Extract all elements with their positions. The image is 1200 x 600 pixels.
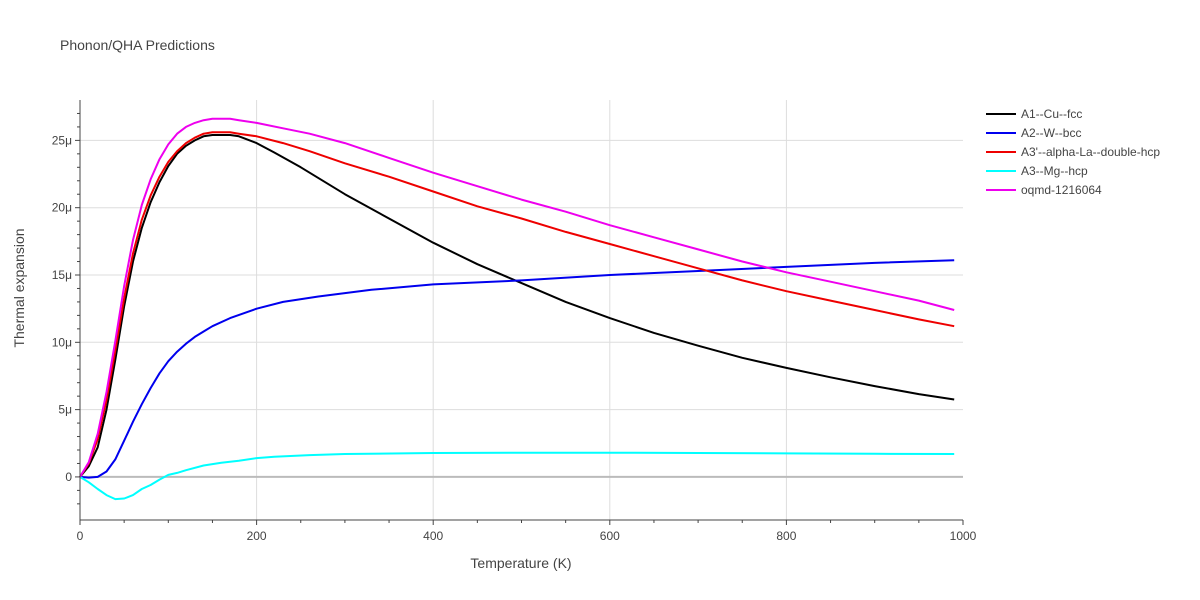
y-tick-label: 5μ (58, 403, 72, 417)
x-axis-title: Temperature (K) (470, 555, 571, 571)
y-tick-label: 25μ (52, 133, 72, 147)
y-tick-label: 10μ (52, 335, 72, 349)
series-line-2 (79, 131, 955, 478)
legend-label: A3--Mg--hcp (1021, 164, 1088, 178)
legend-label: A3'--alpha-La--double-hcp (1021, 145, 1160, 159)
x-tick-label: 600 (600, 529, 620, 543)
legend-item-3[interactable]: A3--Mg--hcp (986, 164, 1088, 178)
series-line-4 (79, 117, 955, 478)
series-line-3 (79, 451, 955, 501)
x-tick-label: 800 (776, 529, 796, 543)
series-line-0 (79, 134, 955, 478)
legend-label: A1--Cu--fcc (1021, 107, 1082, 121)
legend-label: oqmd-1216064 (1021, 183, 1102, 197)
y-tick-label: 15μ (52, 268, 72, 282)
y-tick-label: 20μ (52, 201, 72, 215)
x-tick-label: 1000 (950, 529, 977, 543)
x-tick-label: 0 (77, 529, 84, 543)
x-tick-label: 200 (247, 529, 267, 543)
legend-item-1[interactable]: A2--W--bcc (986, 126, 1081, 140)
legend-item-2[interactable]: A3'--alpha-La--double-hcp (986, 145, 1160, 159)
y-axis-title: Thermal expansion (11, 228, 27, 347)
legend-item-0[interactable]: A1--Cu--fcc (986, 107, 1082, 121)
legend-item-4[interactable]: oqmd-1216064 (986, 183, 1102, 197)
x-tick-label: 400 (423, 529, 443, 543)
series-line-1 (79, 259, 955, 479)
legend-label: A2--W--bcc (1021, 126, 1081, 140)
legend: A1--Cu--fcc A2--W--bcc A3'--alpha-La--doub… (986, 107, 1160, 197)
axes: 0 200 400 600 800 1000 0 5μ 10μ 15μ 20μ 25μ (52, 100, 977, 543)
grid (80, 100, 963, 520)
y-tick-label: 0 (65, 470, 72, 484)
plot-area (79, 117, 955, 501)
chart-title: Phonon/QHA Predictions (60, 37, 215, 53)
